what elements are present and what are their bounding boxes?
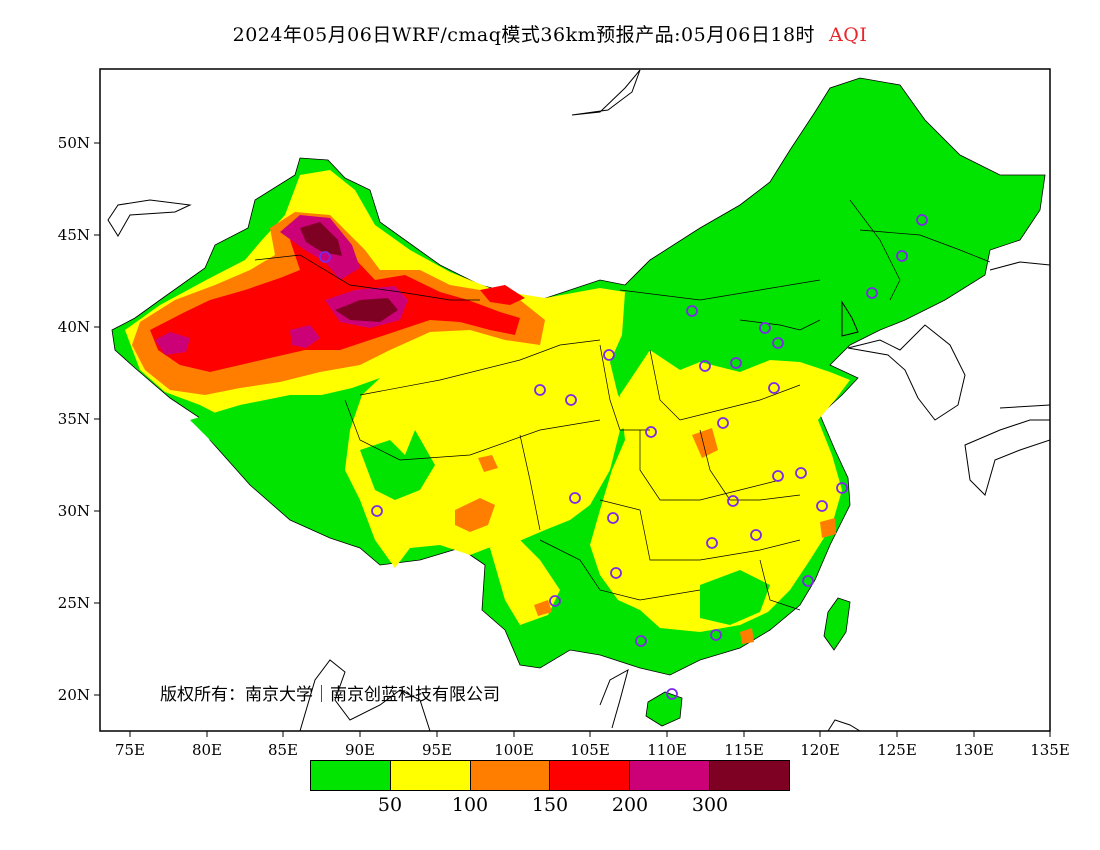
station-marker — [645, 426, 657, 438]
station-marker — [759, 322, 771, 334]
lon-labels: 75E 80E 85E 90E 95E 100E 105E 110E 115E … — [115, 741, 1070, 759]
lon-label: 85E — [268, 741, 298, 759]
legend-swatch — [470, 761, 551, 790]
legend-swatch — [710, 761, 789, 790]
station-marker — [610, 567, 622, 579]
lon-label: 75E — [115, 741, 145, 759]
title-variable: AQI — [829, 24, 868, 46]
lat-labels: 50N 45N 40N 35N 30N 25N 20N — [58, 134, 90, 704]
lon-label: 100E — [494, 741, 534, 759]
title-main: 2024年05月06日WRF/cmaq模式36km预报产品:05月06日18时 — [232, 24, 816, 46]
lat-label: 45N — [58, 226, 90, 244]
aqi-orange-patch-yunnan — [534, 600, 552, 616]
legend-label: 200 — [611, 794, 649, 816]
lon-label: 105E — [570, 741, 610, 759]
station-marker — [607, 512, 619, 524]
legend-swatch — [311, 761, 391, 790]
station-marker — [916, 214, 928, 226]
station-marker — [371, 505, 383, 517]
lon-label: 130E — [954, 741, 994, 759]
aqi-purple-region-kashgar — [155, 332, 190, 355]
station-marker — [686, 305, 698, 317]
aqi-purple-region-hotan — [290, 325, 320, 348]
station-marker — [730, 357, 742, 369]
aqi-orange-patch-guangdong — [740, 628, 754, 644]
aqi-green-patch-qinghai — [360, 430, 435, 500]
lon-label: 115E — [724, 741, 764, 759]
station-marker — [836, 482, 848, 494]
aqi-orange-patch-henan — [692, 428, 718, 458]
legend-swatch — [390, 761, 471, 790]
station-marker — [772, 470, 784, 482]
province-boundaries — [254, 199, 991, 611]
station-marker — [706, 537, 718, 549]
lon-label: 95E — [422, 741, 452, 759]
station-marker — [866, 287, 878, 299]
aqi-orange-patch-qaidam — [478, 455, 498, 472]
aqi-green-patch-tibet — [190, 395, 350, 520]
map-title: 2024年05月06日WRF/cmaq模式36km预报产品:05月06日18时 A… — [0, 20, 1100, 47]
station-marker — [750, 529, 762, 541]
hainan-island — [645, 691, 683, 727]
lat-label: 20N — [58, 686, 90, 704]
legend-label: 50 — [377, 794, 403, 816]
lon-ticks — [129, 731, 1051, 737]
lon-label: 80E — [192, 741, 222, 759]
lat-ticks — [94, 142, 100, 696]
map-frame — [99, 68, 1051, 732]
lon-label: 120E — [800, 741, 840, 759]
aqi-field — [107, 69, 1050, 731]
copyright-notice: 版权所有：南京大学｜南京创蓝科技有限公司 — [160, 685, 500, 705]
lat-label: 30N — [58, 502, 90, 520]
station-marker — [717, 417, 729, 429]
aqi-maroon-region-taklimakan — [335, 298, 398, 322]
lat-label: 50N — [58, 134, 90, 152]
lat-label: 35N — [58, 410, 90, 428]
station-marker — [549, 595, 561, 607]
legend-label: 300 — [691, 794, 729, 816]
lon-label: 135E — [1030, 741, 1070, 759]
legend-label: 150 — [531, 794, 569, 816]
legend-label: 100 — [451, 794, 489, 816]
station-marker — [772, 337, 784, 349]
aqi-green-patch-south — [700, 570, 770, 625]
station-marker — [565, 394, 577, 406]
lon-label: 110E — [647, 741, 687, 759]
station-marker — [768, 382, 780, 394]
station-marker — [896, 250, 908, 262]
station-marker — [795, 467, 807, 479]
station-marker — [802, 575, 814, 587]
station-marker — [569, 492, 581, 504]
aqi-color-legend — [310, 760, 790, 791]
station-marker — [710, 629, 722, 641]
station-markers — [319, 214, 928, 700]
aqi-maroon-region-dzungaria — [300, 222, 342, 256]
station-marker — [666, 688, 678, 700]
aqi-orange-patch-sichuan — [455, 498, 495, 532]
station-marker — [319, 251, 331, 263]
legend-swatch — [630, 761, 711, 790]
aqi-orange-patch-jiangxi — [820, 518, 836, 538]
aqi-red-region-gansu — [480, 285, 525, 305]
neighbor-coastlines — [107, 69, 1050, 731]
station-marker — [727, 495, 739, 507]
station-marker — [635, 635, 647, 647]
taiwan-island — [823, 597, 851, 651]
aqi-yellow-region-central — [590, 350, 850, 632]
station-marker — [699, 360, 711, 372]
lat-label: 25N — [58, 594, 90, 612]
lon-label: 125E — [877, 741, 917, 759]
lon-label: 90E — [345, 741, 375, 759]
station-marker — [816, 500, 828, 512]
station-marker — [603, 349, 615, 361]
lat-label: 40N — [58, 318, 90, 336]
station-marker — [534, 384, 546, 396]
legend-swatch — [550, 761, 631, 790]
